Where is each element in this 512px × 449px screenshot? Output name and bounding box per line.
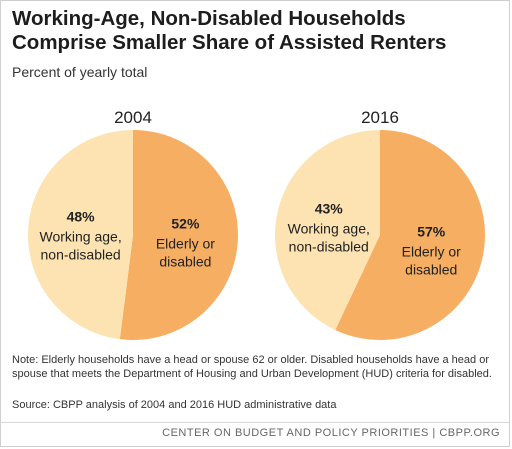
chart-source: Source: CBPP analysis of 2004 and 2016 H…: [12, 399, 337, 411]
pie-value-label: 52%: [171, 215, 200, 231]
pie-category-label: Working age,: [288, 221, 370, 237]
pie-slice-2004-0: [119, 130, 238, 340]
chart-title: Working-Age, Non-Disabled Households Com…: [12, 7, 502, 55]
chart-subtitle: Percent of yearly total: [12, 64, 148, 80]
pie-title-2004: 2004: [114, 108, 152, 127]
pie-category-label: Working age,: [39, 229, 121, 245]
title-line-1: Working-Age, Non-Disabled Households: [12, 7, 406, 30]
chart-note: Note: Elderly households have a head or …: [12, 354, 492, 380]
pie-charts: 2004 52% Elderly or disabled 48% Working age,…: [27, 108, 486, 340]
pie-slice-2016-0: [335, 130, 486, 340]
pie-category-label: Elderly or: [156, 235, 215, 251]
pie-slice-2016-1: [275, 130, 380, 331]
pie-category-label: disabled: [405, 261, 457, 277]
pie-slice-2004-1: [27, 130, 134, 340]
title-line-2: Comprise Smaller Share of Assisted Rente…: [12, 31, 447, 54]
pie-category-label: non-disabled: [41, 247, 121, 263]
pie-category-label: non-disabled: [289, 239, 369, 255]
footer-credit: CENTER ON BUDGET AND POLICY PRIORITIES |…: [162, 427, 500, 439]
pie-category-label: Elderly or: [402, 243, 461, 259]
pie-category-label: disabled: [159, 253, 211, 269]
pie-value-label: 57%: [417, 223, 446, 239]
footer-divider: [0, 422, 510, 423]
pie-value-label: 48%: [67, 209, 96, 225]
pie-value-label: 43%: [315, 201, 344, 217]
pie-title-2016: 2016: [361, 108, 399, 127]
